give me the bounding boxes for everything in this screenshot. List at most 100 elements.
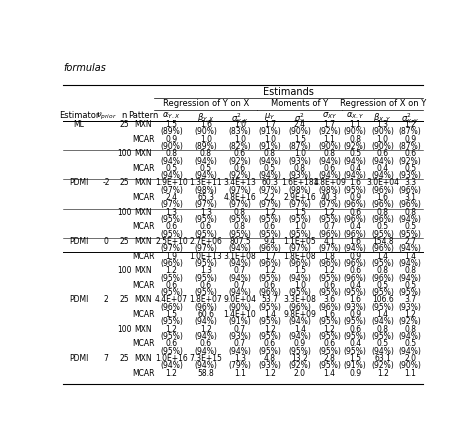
Text: (95%): (95%) xyxy=(344,347,366,355)
Text: 0.6: 0.6 xyxy=(165,281,178,290)
Text: MXN: MXN xyxy=(134,120,152,129)
Text: $\sigma^2_{X.Y}$: $\sigma^2_{X.Y}$ xyxy=(401,111,419,126)
Text: (95%): (95%) xyxy=(258,230,281,239)
Text: (87%): (87%) xyxy=(288,142,311,151)
Text: 100: 100 xyxy=(117,208,131,217)
Text: 1.5: 1.5 xyxy=(165,310,178,319)
Text: MXN: MXN xyxy=(134,149,152,158)
Text: 25: 25 xyxy=(119,295,129,304)
Text: (95%): (95%) xyxy=(258,318,281,326)
Text: $\beta_{X.Y}$: $\beta_{X.Y}$ xyxy=(374,111,392,123)
Text: (96%): (96%) xyxy=(344,273,366,283)
Text: 25: 25 xyxy=(119,354,129,363)
Text: (95%): (95%) xyxy=(288,215,311,224)
Text: 0.5: 0.5 xyxy=(404,222,416,232)
Text: (94%): (94%) xyxy=(399,215,421,224)
Text: (94%): (94%) xyxy=(288,332,311,341)
Text: (91%): (91%) xyxy=(258,127,281,136)
Text: ML: ML xyxy=(73,120,84,129)
Text: Regression of X on Y: Regression of X on Y xyxy=(339,99,426,108)
Text: 1.6: 1.6 xyxy=(349,237,361,246)
Text: (94%): (94%) xyxy=(228,244,251,253)
Text: 1.7: 1.7 xyxy=(324,120,336,129)
Text: (89%): (89%) xyxy=(160,127,183,136)
Text: (94%): (94%) xyxy=(318,157,341,165)
Text: 0.6: 0.6 xyxy=(324,281,336,290)
Text: 1.8E+07: 1.8E+07 xyxy=(190,295,222,304)
Text: $\mu_Y$: $\mu_Y$ xyxy=(264,111,275,122)
Text: (95%): (95%) xyxy=(258,347,281,355)
Text: (91%): (91%) xyxy=(344,361,366,370)
Text: (94%): (94%) xyxy=(288,273,311,283)
Text: (98%): (98%) xyxy=(194,186,217,195)
Text: 0.8: 0.8 xyxy=(200,149,212,158)
Text: 0.9: 0.9 xyxy=(349,251,361,261)
Text: 2: 2 xyxy=(104,295,109,304)
Text: 1.0: 1.0 xyxy=(294,281,306,290)
Text: 0.6: 0.6 xyxy=(200,339,212,348)
Text: (93%): (93%) xyxy=(228,332,251,341)
Text: (97%): (97%) xyxy=(194,200,217,209)
Text: (93%): (93%) xyxy=(258,361,281,370)
Text: 1.6: 1.6 xyxy=(324,310,336,319)
Text: 1.3: 1.3 xyxy=(234,354,246,363)
Text: 1.2: 1.2 xyxy=(165,369,178,377)
Text: 25: 25 xyxy=(119,237,129,246)
Text: 0.9: 0.9 xyxy=(349,369,361,377)
Text: (95%): (95%) xyxy=(318,273,341,283)
Text: 106.6: 106.6 xyxy=(372,295,393,304)
Text: (92%): (92%) xyxy=(228,157,251,165)
Text: 4.8: 4.8 xyxy=(264,354,276,363)
Text: (93%): (93%) xyxy=(288,157,311,165)
Text: (94%): (94%) xyxy=(194,318,217,326)
Text: 0.8: 0.8 xyxy=(349,135,361,144)
Text: 1.0: 1.0 xyxy=(234,135,246,144)
Text: MXN: MXN xyxy=(134,237,152,246)
Text: (97%): (97%) xyxy=(258,200,281,209)
Text: 0.7: 0.7 xyxy=(234,325,246,334)
Text: Moments of Y: Moments of Y xyxy=(271,99,328,108)
Text: 0.9: 0.9 xyxy=(349,310,361,319)
Text: 3.0E+04: 3.0E+04 xyxy=(366,179,399,187)
Text: (94%): (94%) xyxy=(228,347,251,355)
Text: 1.8E+08: 1.8E+08 xyxy=(283,251,316,261)
Text: 0.6: 0.6 xyxy=(349,325,361,334)
Text: 1.4: 1.4 xyxy=(324,369,336,377)
Text: MXN: MXN xyxy=(134,266,152,275)
Text: 2.0: 2.0 xyxy=(294,369,306,377)
Text: 1.2: 1.2 xyxy=(264,266,276,275)
Text: MXN: MXN xyxy=(134,179,152,187)
Text: PDMI: PDMI xyxy=(69,237,89,246)
Text: (90%): (90%) xyxy=(371,142,394,151)
Text: 1.4: 1.4 xyxy=(404,251,416,261)
Text: (95%): (95%) xyxy=(258,215,281,224)
Text: (95%): (95%) xyxy=(160,273,183,283)
Text: 9.8E+09: 9.8E+09 xyxy=(283,310,316,319)
Text: MXN: MXN xyxy=(134,295,152,304)
Text: 1.0: 1.0 xyxy=(234,120,246,129)
Text: (82%): (82%) xyxy=(228,142,251,151)
Text: (95%): (95%) xyxy=(160,288,183,297)
Text: 0.8: 0.8 xyxy=(404,325,416,334)
Text: (94%): (94%) xyxy=(371,347,394,355)
Text: Regression of Y on X: Regression of Y on X xyxy=(163,99,249,108)
Text: 0.9: 0.9 xyxy=(165,135,178,144)
Text: (96%): (96%) xyxy=(371,244,394,253)
Text: (94%): (94%) xyxy=(258,171,281,180)
Text: (96%): (96%) xyxy=(371,273,394,283)
Text: 9.0E+04: 9.0E+04 xyxy=(223,295,256,304)
Text: 0.6: 0.6 xyxy=(264,339,276,348)
Text: (95%): (95%) xyxy=(371,230,394,239)
Text: 1.3: 1.3 xyxy=(200,208,212,217)
Text: (90%): (90%) xyxy=(371,127,394,136)
Text: 0.8: 0.8 xyxy=(377,208,389,217)
Text: (97%): (97%) xyxy=(258,186,281,195)
Text: 40.3: 40.3 xyxy=(321,193,338,202)
Text: 1.0: 1.0 xyxy=(200,135,212,144)
Text: 63.1: 63.1 xyxy=(374,354,391,363)
Text: 0.6: 0.6 xyxy=(324,164,336,173)
Text: (96%): (96%) xyxy=(318,259,341,268)
Text: (95%): (95%) xyxy=(371,288,394,297)
Text: (94%): (94%) xyxy=(194,361,217,370)
Text: 0.4: 0.4 xyxy=(349,164,361,173)
